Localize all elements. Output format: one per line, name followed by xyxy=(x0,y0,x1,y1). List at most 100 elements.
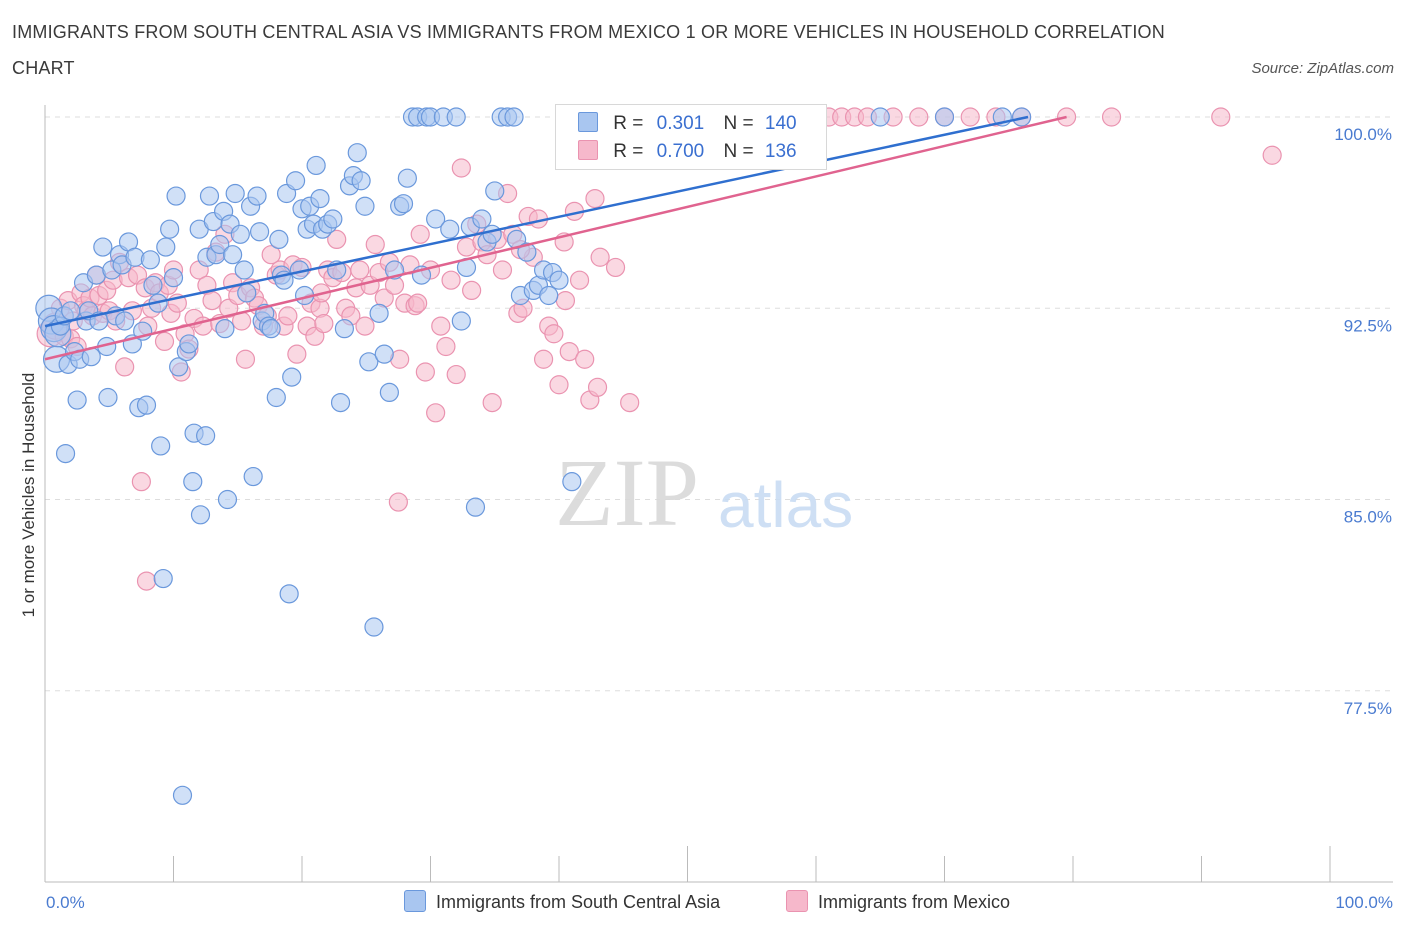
scatter-point-south-central-asia xyxy=(562,472,582,492)
scatter-point-south-central-asia xyxy=(393,194,414,214)
scatter-point-south-central-asia xyxy=(196,426,216,446)
scatter-point-mexico xyxy=(960,107,980,127)
scatter-point-south-central-asia xyxy=(151,436,171,456)
scatter-point-south-central-asia xyxy=(199,186,220,206)
legend-swatch-mexico xyxy=(786,890,808,912)
scatter-point-south-central-asia xyxy=(934,107,955,127)
scatter-point-south-central-asia xyxy=(472,209,492,229)
x-tick-labels: 0.0% 100.0% xyxy=(46,893,1393,912)
scatter-point-mexico xyxy=(115,357,135,377)
scatter-point-south-central-asia xyxy=(169,357,189,377)
legend-item-south-central-asia: Immigrants from South Central Asia xyxy=(404,890,720,913)
legend-label-mexico: Immigrants from Mexico xyxy=(818,892,1011,912)
scatter-point-south-central-asia xyxy=(190,505,211,525)
scatter-point-south-central-asia xyxy=(261,319,281,339)
legend-swatch-series2 xyxy=(578,140,598,160)
legend-swatch-series1 xyxy=(578,112,598,132)
scatter-point-south-central-asia xyxy=(67,390,87,410)
scatter-point-mexico xyxy=(350,260,370,280)
scatter-point-south-central-asia xyxy=(156,237,176,257)
scatter-point-mexico xyxy=(426,403,446,423)
scatter-point-mexico xyxy=(261,245,281,265)
scatter-point-south-central-asia xyxy=(243,466,263,487)
y-tick-label: 100.0% xyxy=(1334,125,1392,144)
scatter-point-south-central-asia xyxy=(217,489,238,510)
scatter-point-mexico xyxy=(575,349,595,369)
scatter-point-mexico xyxy=(555,291,576,311)
scatter-point-south-central-asia xyxy=(347,143,367,163)
source-label: Source: ZipAtlas.com xyxy=(1251,60,1394,77)
scatter-point-mexico xyxy=(1262,145,1282,165)
scatter-point-south-central-asia xyxy=(247,186,267,206)
scatter-point-south-central-asia xyxy=(115,311,135,331)
legend-n-label: N = xyxy=(723,141,754,162)
scatter-point-south-central-asia xyxy=(93,237,113,257)
axes xyxy=(44,105,1393,883)
scatter-point-mexico xyxy=(235,349,256,369)
scatter-point-mexico xyxy=(388,492,408,512)
scatter-point-mexico xyxy=(909,107,929,127)
legend-row-series2: R = 0.700 N = 136 xyxy=(578,140,797,164)
y-tick-label: 92.5% xyxy=(1344,316,1392,335)
scatter-point-south-central-asia xyxy=(355,196,375,216)
y-tick-labels: 77.5% 85.0% 92.5% 100.0% xyxy=(1334,125,1392,718)
scatter-point-south-central-asia xyxy=(323,209,343,229)
scatter-point-south-central-asia xyxy=(55,444,76,464)
scatter-point-mexico xyxy=(1211,107,1231,127)
scatter-point-south-central-asia xyxy=(359,352,379,372)
scatter-point-south-central-asia xyxy=(183,472,203,492)
watermark-zip: ZIP xyxy=(555,439,699,546)
scatter-point-mexico xyxy=(154,331,175,351)
scatter-point-mexico xyxy=(620,393,640,413)
scatter-point-south-central-asia xyxy=(179,334,199,354)
scatter-point-mexico xyxy=(451,158,471,178)
scatter-point-mexico xyxy=(355,316,375,336)
scatter-point-south-central-asia xyxy=(310,189,330,209)
scatter-point-south-central-asia xyxy=(215,319,235,339)
chart-title: IMMIGRANTS FROM SOUTH CENTRAL ASIA VS IM… xyxy=(12,22,1165,78)
scatter-point-south-central-asia xyxy=(143,275,163,295)
legend-label-south-central-asia: Immigrants from South Central Asia xyxy=(436,892,721,912)
scatter-point-south-central-asia xyxy=(379,382,399,402)
scatter-point-south-central-asia xyxy=(451,311,471,331)
scatter-point-south-central-asia xyxy=(330,393,351,413)
scatter-point-mexico xyxy=(136,571,157,591)
scatter-point-south-central-asia xyxy=(230,224,250,244)
scatter-point-south-central-asia xyxy=(172,785,193,805)
trend-line-mexico xyxy=(44,115,1067,361)
scatter-point-south-central-asia xyxy=(210,234,230,255)
scatter-point-south-central-asia xyxy=(504,107,524,127)
trend-lines xyxy=(44,115,1067,361)
scatter-point-south-central-asia xyxy=(369,303,389,323)
scatter-point-mexico xyxy=(446,364,466,385)
scatter-point-south-central-asia xyxy=(306,155,326,176)
scatter-point-south-central-asia xyxy=(269,229,289,249)
scatter-point-mexico xyxy=(559,342,579,362)
y-tick-label: 77.5% xyxy=(1344,699,1392,718)
scatter-point-mexico xyxy=(408,293,428,313)
y-axis-title: 1 or more Vehicles in Household xyxy=(19,373,38,618)
scatter-point-south-central-asia xyxy=(279,584,299,604)
scatter-point-mexico xyxy=(441,270,461,290)
scatter-point-mexico xyxy=(415,362,435,382)
scatter-point-mexico xyxy=(585,189,605,209)
scatter-point-mexico xyxy=(131,472,151,492)
scatter-point-south-central-asia xyxy=(285,171,306,191)
scatter-point-south-central-asia xyxy=(397,168,417,188)
scatter-point-mexico xyxy=(533,349,554,369)
scatter-point-south-central-asia xyxy=(465,497,486,517)
scatter-point-south-central-asia xyxy=(870,107,890,127)
legend-r-label: R = xyxy=(613,113,644,134)
scatter-point-mexico xyxy=(278,306,298,326)
scatter-point-mexico xyxy=(590,247,610,267)
scatter-point-south-central-asia xyxy=(234,260,254,280)
scatter-point-mexico xyxy=(482,393,502,413)
scatter-point-south-central-asia xyxy=(374,344,394,364)
scatter-point-mexico xyxy=(431,316,451,336)
scatter-point-south-central-asia xyxy=(136,395,157,415)
scatter-point-mexico xyxy=(544,324,564,344)
scatter-point-mexico xyxy=(410,224,430,244)
scatter-point-south-central-asia xyxy=(140,250,160,270)
y-tick-label: 85.0% xyxy=(1344,508,1392,527)
scatter-point-south-central-asia xyxy=(364,617,384,637)
